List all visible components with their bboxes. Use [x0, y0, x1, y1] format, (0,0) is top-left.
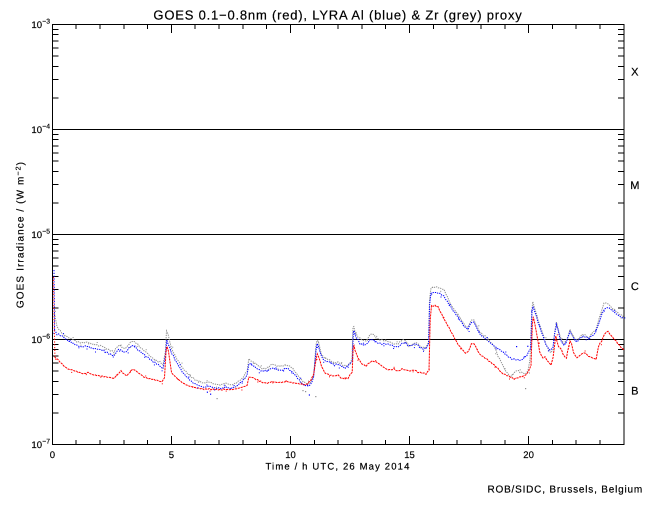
- svg-text:GOES Irradiance / (W m−2): GOES Irradiance / (W m−2): [15, 161, 26, 308]
- svg-text:10: 10: [31, 125, 42, 136]
- svg-text:10: 10: [285, 450, 296, 461]
- svg-text:M: M: [630, 180, 639, 192]
- svg-text:10: 10: [31, 335, 42, 346]
- svg-text:0: 0: [50, 450, 55, 461]
- svg-text:20: 20: [523, 450, 534, 461]
- svg-text:10: 10: [31, 20, 42, 31]
- svg-text:−3: −3: [42, 19, 50, 26]
- svg-text:10: 10: [31, 440, 42, 451]
- svg-text:10: 10: [31, 230, 42, 241]
- svg-text:−4: −4: [42, 124, 50, 131]
- svg-text:B: B: [631, 386, 638, 398]
- svg-text:5: 5: [169, 450, 174, 461]
- svg-text:−6: −6: [42, 334, 50, 341]
- svg-text:GOES 0.1−0.8nm (red), LYRA Al: GOES 0.1−0.8nm (red), LYRA Al (blue) & Z…: [153, 8, 522, 23]
- svg-text:X: X: [631, 66, 639, 78]
- svg-text:−7: −7: [42, 439, 50, 446]
- svg-text:−5: −5: [42, 229, 50, 236]
- svg-text:C: C: [631, 281, 639, 293]
- svg-text:Time / h UTC, 26 May 2014: Time / h UTC, 26 May 2014: [265, 462, 410, 473]
- svg-text:ROB/SIDC, Brussels, Belgium: ROB/SIDC, Brussels, Belgium: [487, 485, 643, 496]
- svg-text:15: 15: [404, 450, 415, 461]
